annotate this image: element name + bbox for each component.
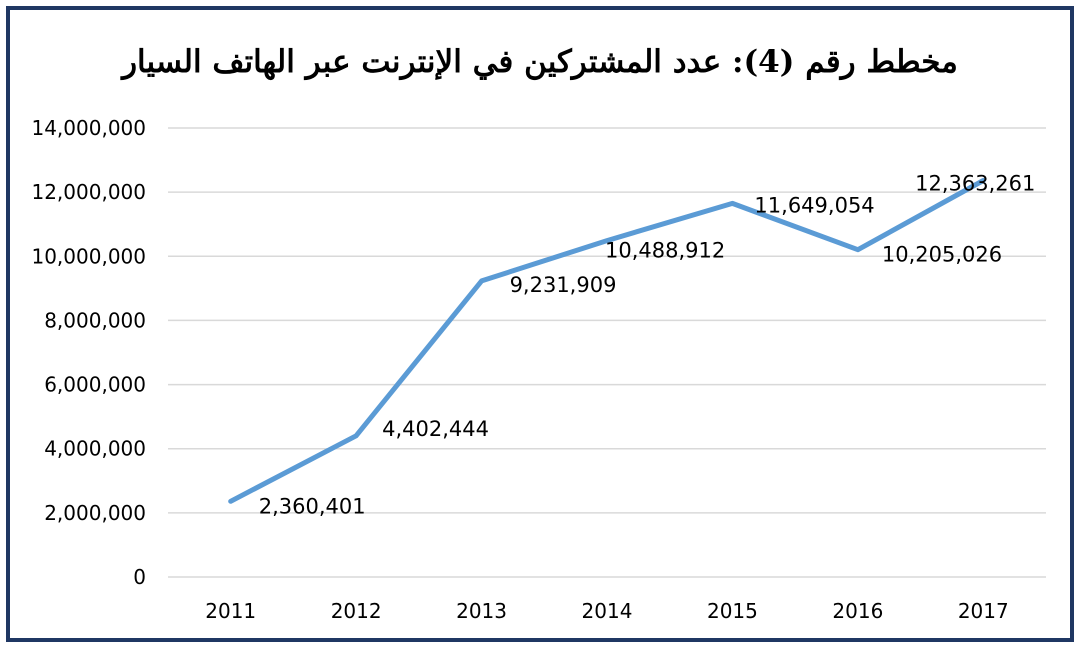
y-tick-label: 0 — [133, 565, 146, 589]
grid-layer — [168, 127, 1046, 578]
chart-title: مخطط رقم (4): عدد المشتركين في الإنترنت … — [122, 44, 958, 80]
x-tick-label: 2012 — [331, 599, 382, 623]
y-tick-label: 8,000,000 — [44, 308, 146, 332]
y-tick-label: 4,000,000 — [44, 437, 146, 461]
data-label: 2,360,401 — [259, 494, 366, 518]
y-tick-label: 10,000,000 — [31, 244, 146, 268]
x-axis-ticks: 2011 2012 2013 2014 2015 2016 2017 — [205, 599, 1008, 623]
y-tick-label: 12,000,000 — [31, 180, 146, 204]
x-tick-label: 2011 — [205, 599, 256, 623]
data-label: 9,231,909 — [510, 273, 617, 297]
data-label-layer: 2,360,401 4,402,444 9,231,909 10,488,912 11,… — [259, 171, 1036, 518]
data-label: 10,205,026 — [882, 243, 1002, 267]
series-line — [228, 178, 986, 504]
y-tick-label: 6,000,000 — [44, 373, 146, 397]
x-tick-label: 2013 — [456, 599, 507, 623]
x-tick-label: 2014 — [582, 599, 633, 623]
series-layer — [228, 178, 986, 504]
data-label: 10,488,912 — [605, 239, 725, 263]
y-axis-ticks: 0 2,000,000 4,000,000 6,000,000 8,000,000 10,… — [31, 116, 146, 589]
x-tick-label: 2015 — [707, 599, 758, 623]
data-label: 4,402,444 — [382, 417, 489, 441]
y-tick-label: 2,000,000 — [44, 501, 146, 525]
data-label: 12,363,261 — [915, 171, 1035, 195]
x-tick-label: 2016 — [832, 599, 883, 623]
chart-frame — [6, 6, 1074, 642]
x-tick-label: 2017 — [958, 599, 1009, 623]
y-tick-label: 14,000,000 — [31, 116, 146, 140]
data-label: 11,649,054 — [754, 193, 874, 217]
